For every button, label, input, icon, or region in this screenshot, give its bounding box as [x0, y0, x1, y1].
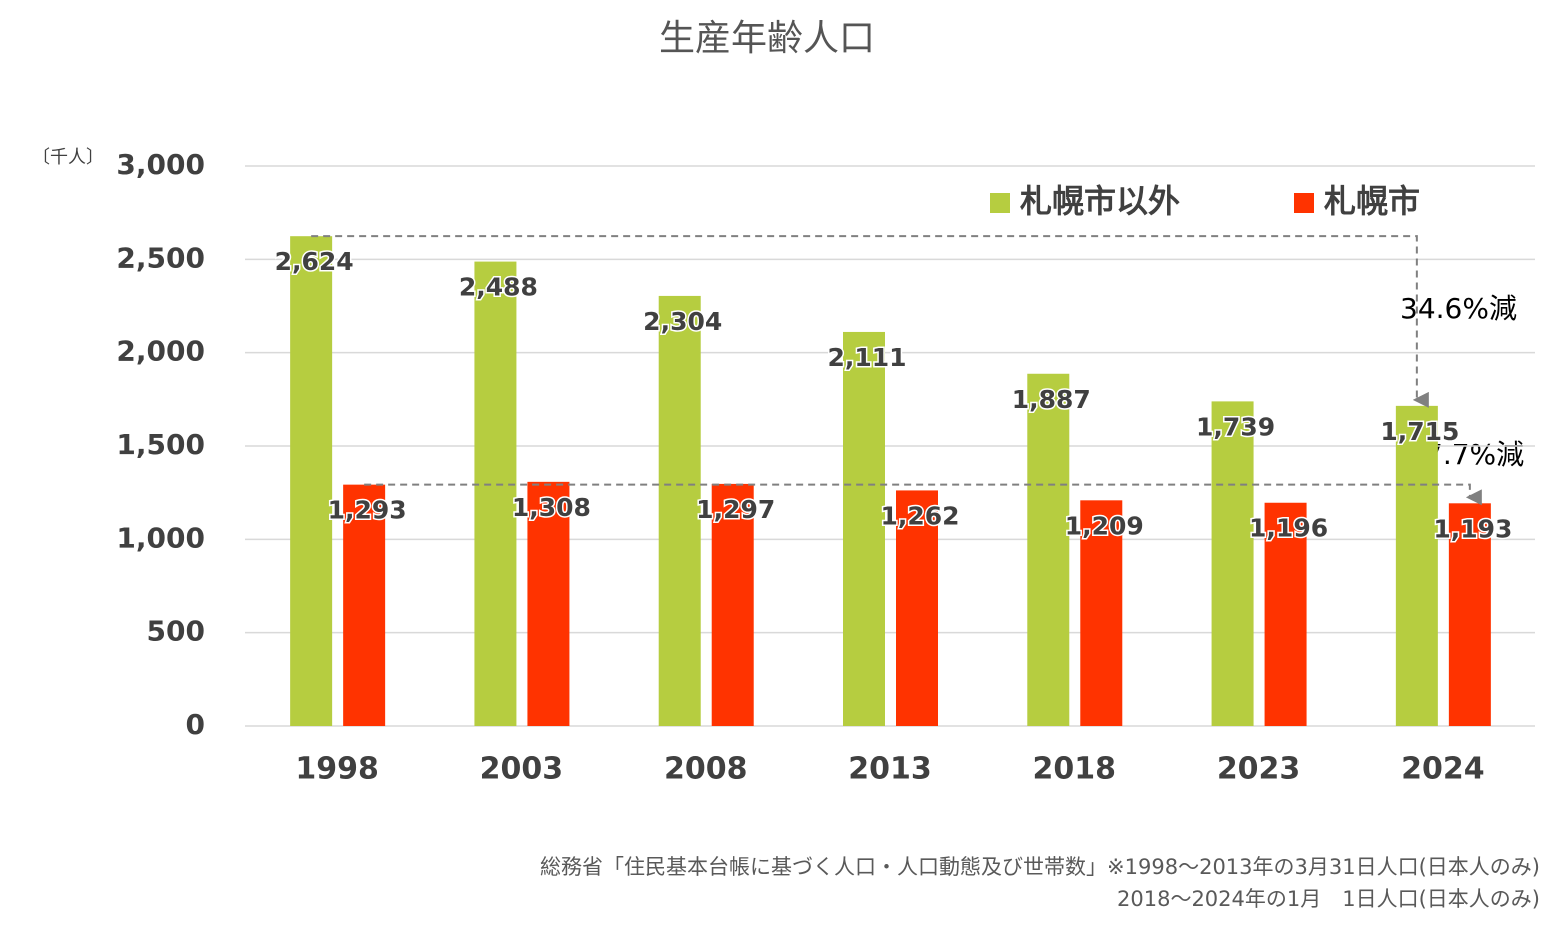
x-tick-label: 2008 [664, 752, 748, 787]
value-label: 1,209 [1065, 511, 1144, 540]
y-tick-label: 1,000 [116, 521, 205, 554]
y-tick-label: 2,500 [116, 241, 205, 274]
bar [1448, 503, 1491, 726]
x-tick-label: 2013 [848, 752, 932, 787]
x-tick-label: 2024 [1401, 752, 1485, 787]
annotation: 34.6%減 [1400, 292, 1517, 325]
value-label: 1,297 [696, 495, 775, 524]
bar [474, 261, 517, 726]
bar [1395, 405, 1438, 726]
bar [896, 490, 938, 726]
value-label: 1,739 [1196, 412, 1275, 441]
value-label: 2,304 [643, 307, 722, 336]
bar [1264, 502, 1307, 726]
source: 2018～2024年の1月 1日人口(日本人のみ) [1117, 887, 1540, 911]
bar [343, 484, 386, 726]
comparison-line [364, 483, 1482, 506]
legend-swatch [1294, 193, 1314, 213]
bar [711, 483, 754, 726]
value-label: 2,624 [275, 247, 354, 276]
bar [1080, 500, 1123, 726]
comparison-line [311, 235, 1429, 408]
annotation: 7.7%減 [1425, 438, 1524, 471]
bar [1027, 373, 1070, 726]
y-tick-label: 500 [147, 615, 205, 648]
value-label: 1,193 [1433, 514, 1512, 543]
value-label: 1,196 [1249, 514, 1328, 543]
y-tick-label: 2,000 [116, 335, 205, 368]
bar [658, 295, 701, 726]
legend-swatch [990, 193, 1010, 213]
bar [843, 331, 885, 726]
y-tick-label: 3,000 [116, 148, 205, 181]
x-tick-label: 2023 [1217, 752, 1301, 787]
x-tick-label: 2003 [480, 752, 564, 787]
y-tick-label: 1,500 [116, 428, 205, 461]
legend-label: 札幌市 [1324, 182, 1420, 220]
source: 総務省「住民基本台帳に基づく人口・人口動態及び世帯数」※1998～2013年の3… [540, 855, 1540, 879]
value-label: 1,262 [880, 501, 959, 530]
y-unit: 〔千人〕 [32, 147, 104, 168]
value-label: 1,715 [1380, 417, 1459, 446]
y-tick-label: 0 [186, 708, 205, 741]
chart-title: 生産年齢人口 [659, 18, 875, 59]
value-label: 1,308 [512, 493, 591, 522]
value-label: 2,488 [459, 273, 538, 302]
bar [527, 481, 570, 726]
x-tick-label: 2018 [1033, 752, 1117, 787]
value-label: 1,887 [1012, 385, 1091, 414]
value-label: 1,293 [328, 496, 407, 525]
legend-label: 札幌市以外 [1020, 182, 1180, 220]
bar [290, 236, 333, 727]
value-label: 2,111 [827, 343, 906, 372]
x-tick-label: 1998 [295, 752, 379, 787]
bar [1211, 401, 1254, 726]
